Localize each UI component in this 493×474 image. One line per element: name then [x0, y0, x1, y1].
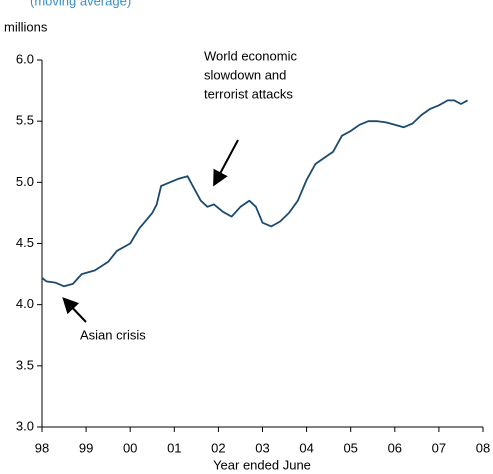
y-tick-label: 5.0: [16, 174, 34, 189]
x-tick-label: 99: [79, 440, 93, 455]
x-tick-label: 04: [299, 440, 313, 455]
series-line: [41, 99, 469, 288]
y-tick-label: 3.0: [16, 418, 34, 433]
x-tick-label: 07: [432, 440, 446, 455]
y-tick-label: 6.0: [16, 51, 34, 66]
annotation: slowdown and: [204, 67, 286, 82]
annotation: World economic: [204, 48, 297, 63]
x-axis-label: Year ended June: [213, 457, 311, 472]
x-tick-label: 06: [388, 440, 402, 455]
annotation-arrow: [213, 139, 239, 187]
y-tick-label: 5.5: [16, 113, 34, 128]
subtitle: (moving average): [30, 0, 131, 8]
y-tick-label: 4.0: [16, 296, 34, 311]
y-tick-label: 4.5: [16, 235, 34, 250]
x-tick-label: 05: [343, 440, 357, 455]
x-tick-label: 03: [255, 440, 269, 455]
x-tick-label: 01: [167, 440, 181, 455]
y-tick-label: 3.5: [16, 357, 34, 372]
x-tick-label: 08: [476, 440, 490, 455]
annotation: terrorist attacks: [204, 86, 293, 101]
x-tick-label: 00: [123, 440, 137, 455]
annotation: Asian crisis: [80, 327, 146, 342]
x-tick-label: 02: [211, 440, 225, 455]
annotation-arrow: [62, 297, 87, 323]
y-unit: millions: [4, 19, 48, 34]
x-tick-label: 98: [35, 440, 49, 455]
